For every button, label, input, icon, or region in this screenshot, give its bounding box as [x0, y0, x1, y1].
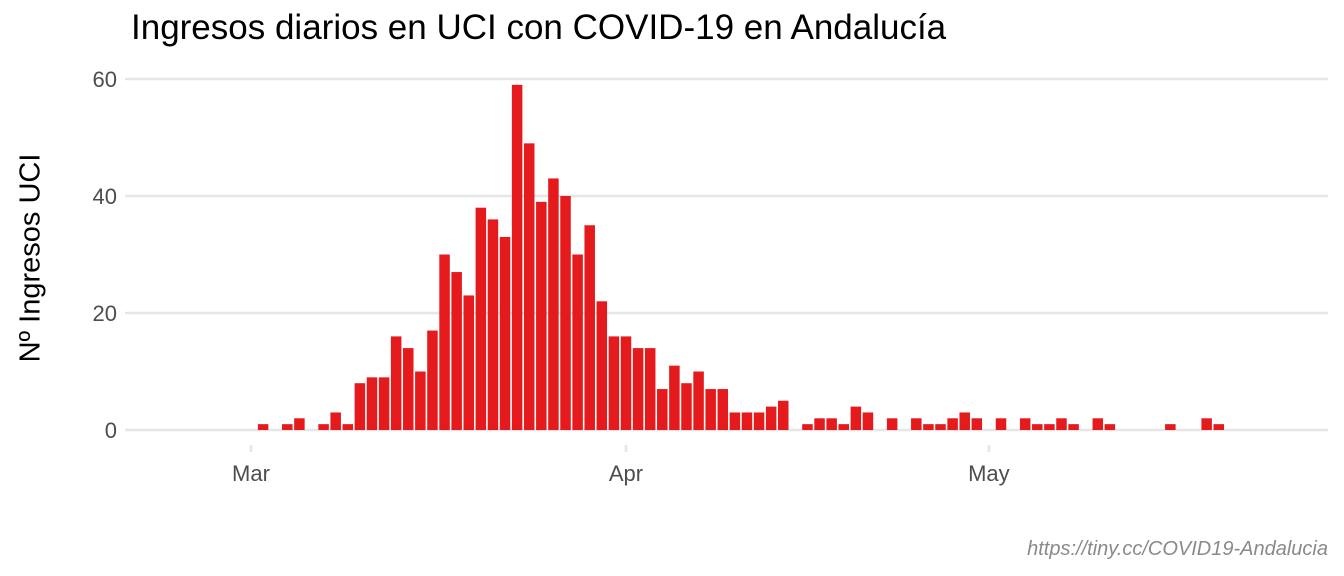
bar-2020-04-01 — [620, 336, 632, 430]
bar-2020-04-25 — [911, 418, 922, 430]
bar-2020-03-30 — [596, 301, 608, 430]
bar-2020-05-04 — [1019, 418, 1031, 430]
bar-2020-03-07 — [318, 424, 329, 430]
bar-2020-05-10 — [1092, 418, 1104, 430]
bar-2020-05-20 — [1213, 424, 1224, 430]
bar-2020-04-20 — [850, 406, 862, 430]
bar-2020-03-26 — [548, 178, 559, 430]
bar-2020-04-29 — [959, 412, 970, 430]
bar-2020-04-30 — [971, 418, 983, 430]
bar-2020-04-26 — [923, 424, 934, 430]
bar-2020-03-18 — [451, 272, 462, 430]
bar-2020-04-09 — [717, 389, 729, 430]
bar-2020-03-27 — [560, 196, 571, 430]
source-caption: https://tiny.cc/COVID19-Andalucia — [1027, 538, 1328, 560]
bar-2020-04-10 — [729, 412, 741, 430]
bar-2020-04-06 — [681, 383, 692, 430]
y-tick-label: 0 — [105, 418, 117, 443]
bar-2020-05-16 — [1165, 424, 1176, 430]
bar-2020-04-21 — [862, 412, 874, 430]
bar-2020-04-02 — [632, 348, 644, 430]
bar-2020-04-14 — [778, 400, 789, 430]
bar-2020-03-08 — [330, 412, 341, 430]
bar-2020-04-03 — [644, 348, 656, 430]
bar-2020-03-31 — [608, 336, 620, 430]
y-axis-ticks: 0 20 40 60 — [93, 67, 131, 443]
bar-2020-05-08 — [1068, 424, 1079, 430]
bar-2020-03-24 — [523, 143, 535, 430]
x-tick-label: May — [968, 461, 1010, 486]
bar-2020-03-09 — [342, 424, 354, 430]
bar-2020-05-19 — [1201, 418, 1212, 430]
bar-2020-03-29 — [584, 225, 595, 430]
grid-lines — [131, 77, 1328, 432]
bar-2020-03-12 — [378, 377, 390, 430]
x-tick-label: Mar — [232, 461, 270, 486]
bar-2020-04-13 — [765, 406, 777, 430]
y-tick-label: 20 — [93, 301, 117, 326]
bar-2020-04-28 — [947, 418, 958, 430]
bar-2020-04-11 — [741, 412, 753, 430]
bar-2020-03-13 — [390, 336, 402, 430]
bar-2020-04-27 — [935, 424, 946, 430]
bar-2020-03-16 — [427, 330, 438, 430]
bar-2020-04-04 — [657, 389, 668, 430]
bar-2020-03-10 — [354, 383, 366, 430]
bar-2020-03-17 — [439, 254, 450, 430]
bar-2020-03-23 — [511, 84, 523, 430]
bar-2020-03-21 — [487, 219, 499, 430]
chart-title: Ingresos diarios en UCI con COVID-19 en … — [131, 8, 947, 47]
y-tick-label: 40 — [93, 184, 117, 209]
bar-2020-03-11 — [366, 377, 378, 430]
bar-2020-04-07 — [693, 371, 704, 430]
bar-2020-04-17 — [814, 418, 825, 430]
bar-2020-05-05 — [1032, 424, 1043, 430]
bar-2020-03-19 — [463, 295, 474, 430]
bar-2020-04-08 — [705, 389, 716, 430]
bar-2020-04-19 — [838, 424, 849, 430]
bar-2020-03-02 — [257, 424, 269, 430]
x-axis-ticks: Mar Apr May — [232, 445, 1010, 486]
bar-2020-03-04 — [282, 424, 293, 430]
bar-2020-04-16 — [802, 424, 813, 430]
y-tick-label: 60 — [93, 67, 117, 92]
bars — [257, 84, 1224, 430]
bar-2020-05-02 — [995, 418, 1007, 430]
bar-2020-03-28 — [572, 254, 583, 430]
bar-2020-03-14 — [403, 348, 414, 430]
bar-2020-04-23 — [886, 418, 898, 430]
bar-2020-03-15 — [415, 371, 426, 430]
bar-2020-03-25 — [536, 201, 547, 430]
bar-2020-03-22 — [499, 236, 511, 430]
bar-2020-03-20 — [475, 207, 487, 430]
bar-2020-05-07 — [1056, 418, 1067, 430]
bar-2020-05-11 — [1104, 424, 1116, 430]
bar-2020-03-05 — [294, 418, 305, 430]
bar-2020-04-18 — [826, 418, 837, 430]
x-tick-label: Apr — [609, 461, 643, 486]
bar-2020-04-05 — [669, 365, 680, 430]
bar-2020-05-06 — [1044, 424, 1055, 430]
bar-2020-04-12 — [753, 412, 765, 430]
